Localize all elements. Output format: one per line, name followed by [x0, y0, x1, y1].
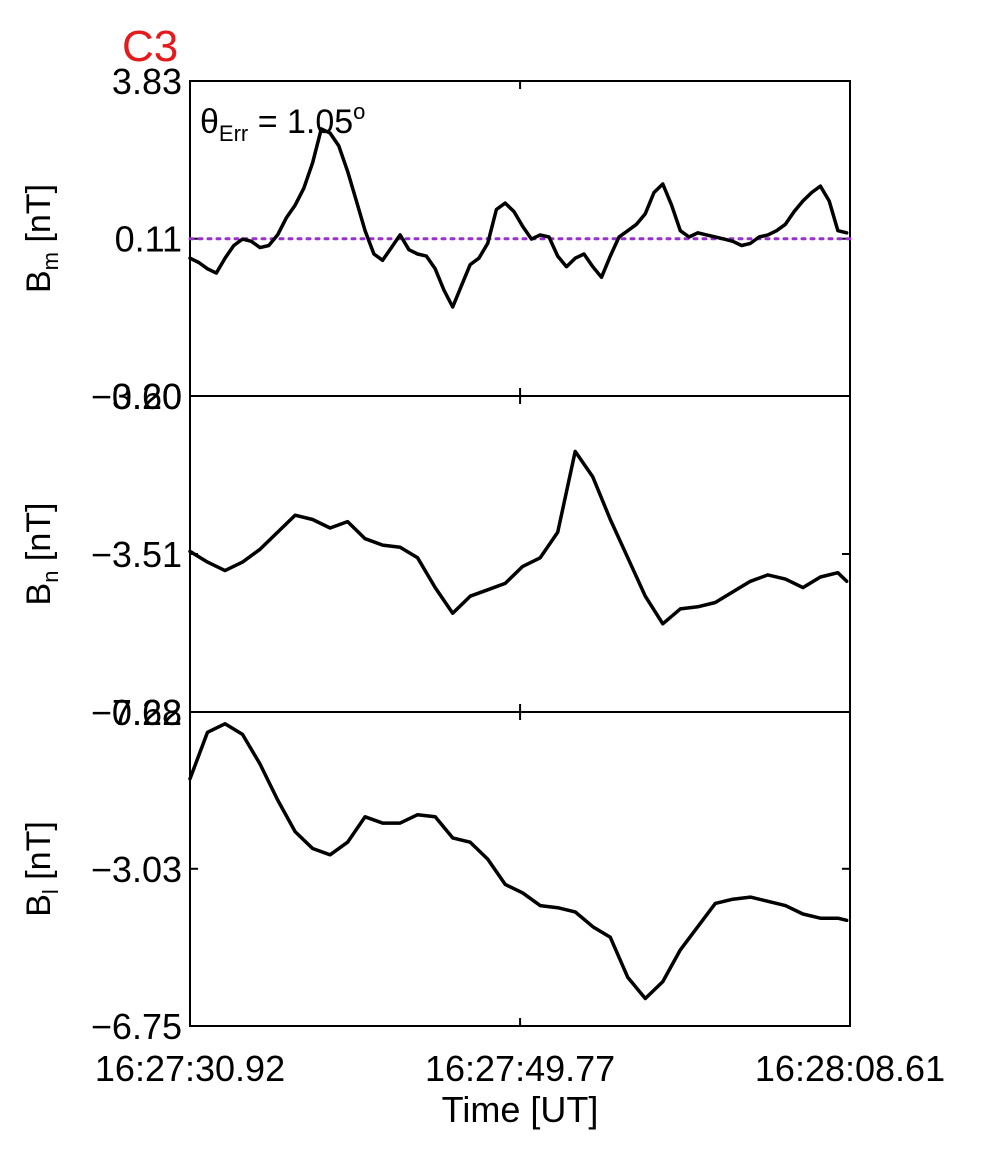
- figure-title: C3: [122, 22, 178, 71]
- panel-frame: [189, 711, 851, 1027]
- x-tick-label: 16:28:08.61: [755, 1048, 945, 1089]
- panel-n: 0.20 −3.51 −7.22 Bn [nT]: [20, 376, 851, 733]
- y-tick-label: 0.11: [115, 219, 182, 260]
- y-tick-label: 0.20: [112, 376, 182, 417]
- y-axis-label: Bm [nT]: [20, 184, 63, 293]
- series-line-n: [188, 449, 849, 626]
- panels: 3.83 0.11 −3.60 Bm [nT] 0.20 −3.51 −7.22 Bn [nT…: [20, 61, 852, 1047]
- x-tick-label: 16:27:30.92: [95, 1048, 285, 1089]
- theta-err-annotation: θErr = 1.05o: [200, 99, 365, 146]
- y-tick-label: −7.22: [91, 692, 182, 733]
- y-tick-label: 0.68: [112, 692, 182, 733]
- x-axis-label: Time [UT]: [442, 1089, 599, 1130]
- y-tick-label: −6.75: [91, 1006, 182, 1047]
- y-tick-label: −3.60: [91, 376, 182, 417]
- panel-frame: [189, 395, 851, 713]
- y-tick-label: −3.51: [91, 534, 182, 575]
- panel-l: 0.68 −3.03 −6.75 Bl [nT]: [20, 692, 851, 1047]
- series-line-l: [188, 722, 849, 1001]
- y-axis-label: Bl [nT]: [20, 821, 63, 917]
- y-tick-label: 3.83: [112, 61, 182, 102]
- x-axis: 16:27:30.92 16:27:49.77 16:28:08.61: [95, 1048, 945, 1089]
- x-tick-label: 16:27:49.77: [425, 1048, 615, 1089]
- y-axis-label: Bn [nT]: [20, 503, 63, 606]
- series-line-m: [188, 127, 849, 309]
- y-tick-label: −3.03: [91, 849, 182, 890]
- panel-m: 3.83 0.11 −3.60 Bm [nT]: [20, 61, 852, 417]
